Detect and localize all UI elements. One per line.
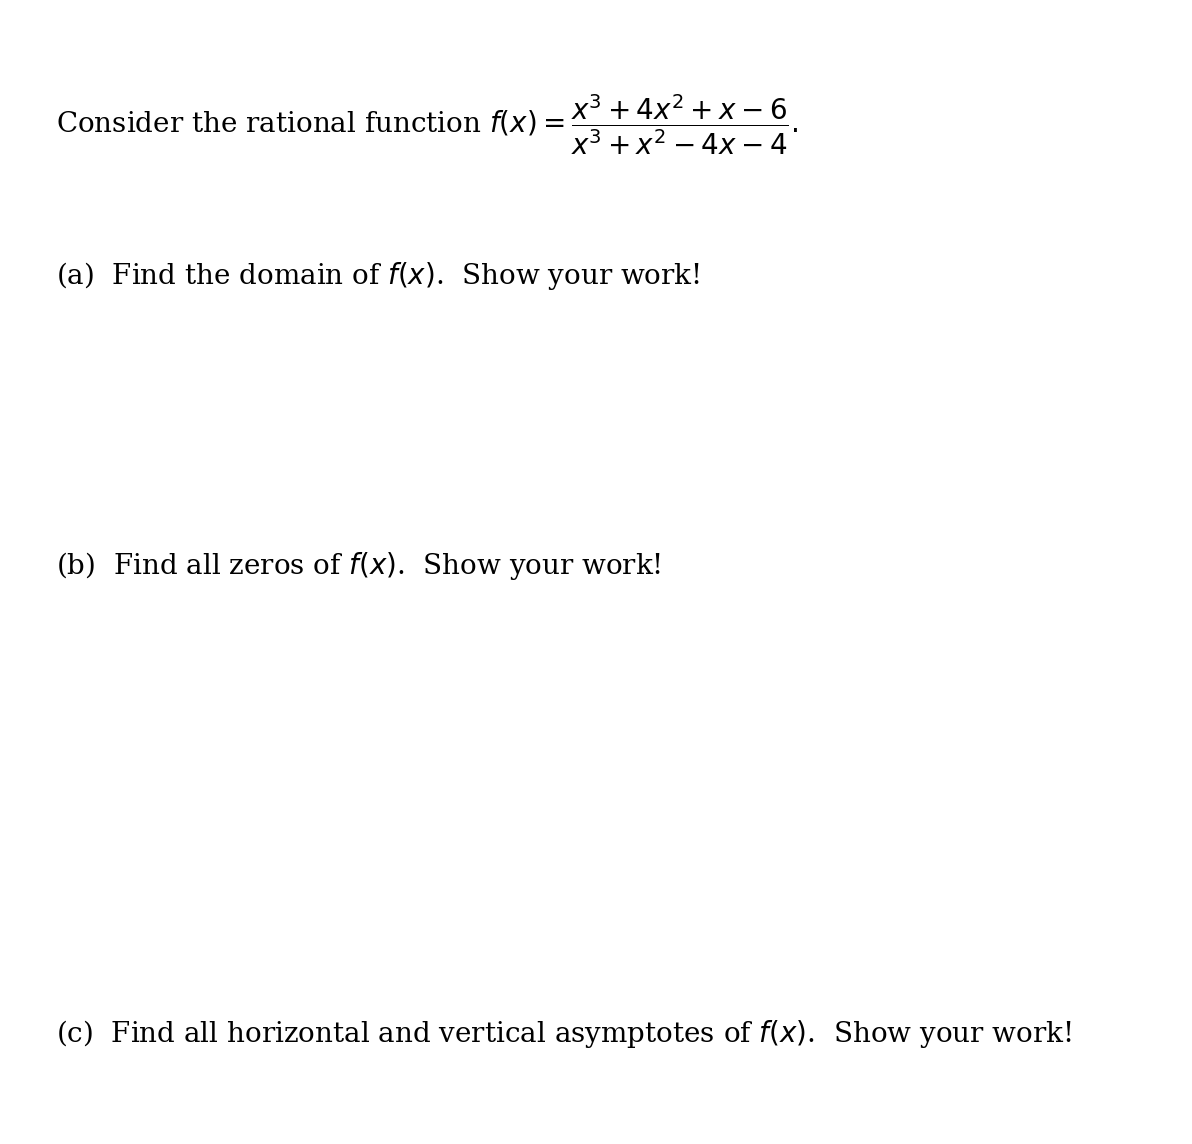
Text: (b)  Find all zeros of $f(x)$.  Show your work!: (b) Find all zeros of $f(x)$. Show your … <box>56 550 662 581</box>
Text: (c)  Find all horizontal and vertical asymptotes of $f(x)$.  Show your work!: (c) Find all horizontal and vertical asy… <box>56 1018 1072 1049</box>
Text: Consider the rational function $f(x) = \dfrac{x^3 + 4x^2 + x - 6}{x^3 + x^2 - 4x: Consider the rational function $f(x) = \… <box>56 93 799 158</box>
Text: (a)  Find the domain of $f(x)$.  Show your work!: (a) Find the domain of $f(x)$. Show your… <box>56 260 701 292</box>
